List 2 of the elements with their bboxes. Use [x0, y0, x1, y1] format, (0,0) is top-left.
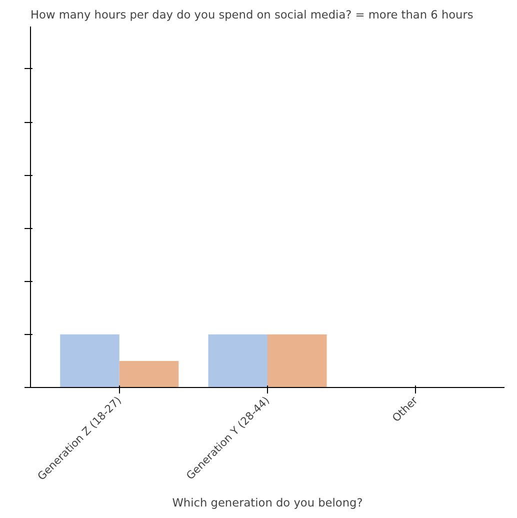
x-axis-title: Which generation do you belong? [172, 495, 363, 510]
chart-title: How many hours per day do you spend on social media? = more than 6 hours [30, 8, 474, 22]
